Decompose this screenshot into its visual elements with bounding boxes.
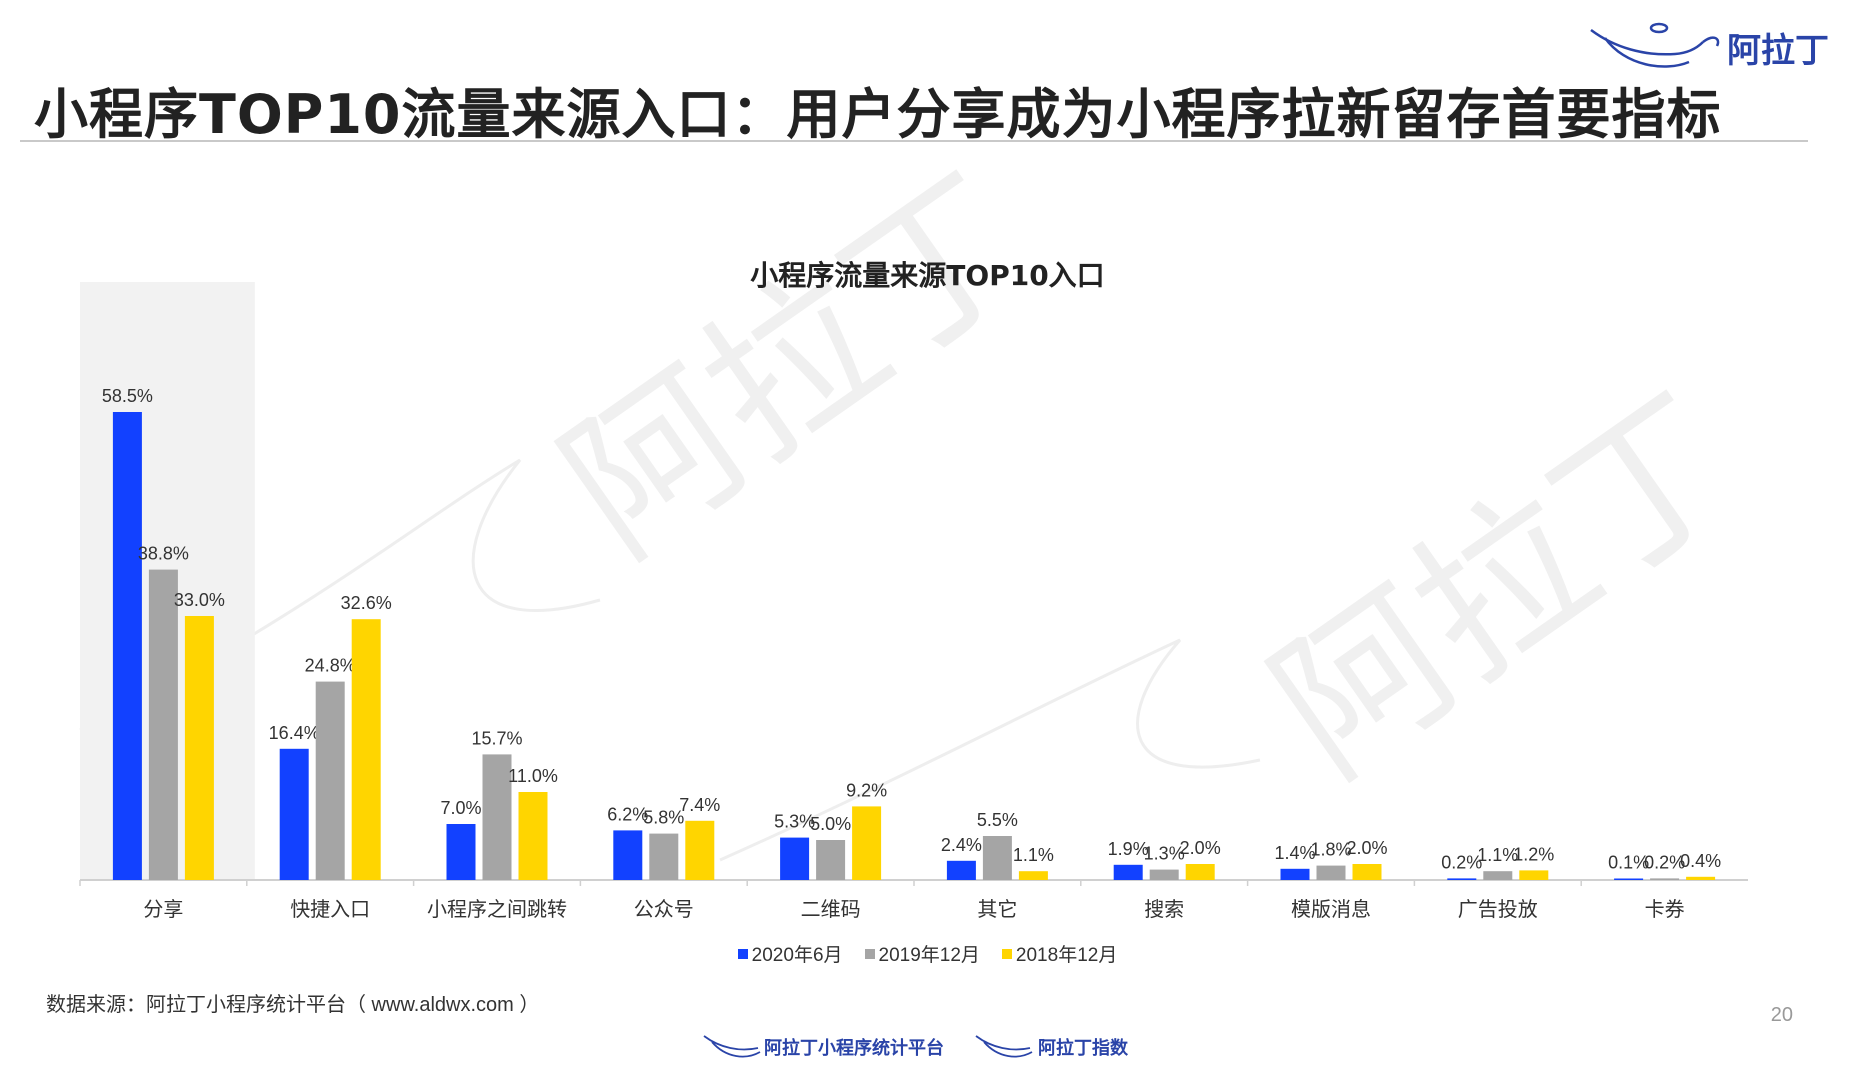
data-label: 1.1% (1477, 845, 1518, 865)
bar-series-2018-12 (184, 616, 214, 880)
bar-series-2020-06 (1280, 868, 1310, 880)
bar-series-2018-12 (685, 820, 715, 880)
data-label: 24.8% (305, 656, 356, 676)
data-label: 0.2% (1644, 852, 1685, 872)
x-tick-label: 快捷入口 (290, 897, 370, 921)
data-label: 16.4% (269, 723, 320, 743)
bar-series-2018-12 (1352, 864, 1382, 880)
legend-item: 2020年6月 (737, 940, 843, 967)
x-tick-label: 二维码 (801, 897, 861, 921)
legend-swatch (1001, 948, 1012, 959)
bar-series-2018-12 (1686, 876, 1716, 880)
bar-series-2020-06 (446, 824, 476, 880)
bar-series-2020-06 (1614, 878, 1644, 880)
data-label: 5.5% (977, 810, 1018, 830)
bar-series-2019-12 (1316, 865, 1346, 880)
page-number: 20 (1770, 1004, 1793, 1026)
data-label: 5.3% (774, 812, 815, 832)
data-label: 1.9% (1108, 839, 1149, 859)
x-tick-label: 分享 (143, 897, 183, 921)
x-tick-label: 搜索 (1144, 897, 1184, 921)
data-label: 58.5% (102, 386, 153, 406)
x-tick-label: 其它 (977, 897, 1017, 921)
data-label: 1.1% (1013, 845, 1054, 865)
bar-series-2018-12 (351, 619, 381, 880)
bar-series-2020-06 (1447, 878, 1477, 880)
data-label: 1.8% (1310, 840, 1351, 860)
bar-series-2019-12 (148, 569, 178, 880)
data-label: 0.1% (1608, 853, 1649, 873)
bar-series-2019-12 (315, 681, 345, 880)
x-tick-label: 模版消息 (1291, 897, 1371, 921)
data-source-note: 数据来源：阿拉丁小程序统计平台（ www.aldwx.com ） (46, 994, 540, 1016)
data-label: 6.2% (607, 804, 648, 824)
page-title: 小程序TOP10流量来源入口：用户分享成为小程序拉新留存首要指标 (34, 83, 1722, 146)
data-label: 0.4% (1680, 851, 1721, 871)
data-label: 1.2% (1513, 844, 1554, 864)
bar-series-2019-12 (649, 833, 679, 880)
bar-series-2019-12 (1149, 869, 1179, 880)
legend-label: 2018年12月 (1015, 945, 1118, 966)
data-label: 33.0% (174, 590, 225, 610)
bar-series-2019-12 (816, 840, 846, 880)
legend-swatch (737, 948, 748, 959)
footer-logo-right: 阿拉丁指数 (1038, 1037, 1129, 1059)
bar-series-2018-12 (852, 806, 882, 880)
bar-series-2018-12 (1185, 864, 1215, 880)
bar-series-2020-06 (946, 860, 976, 880)
bar-series-2019-12 (482, 754, 512, 880)
legend-label: 2020年6月 (751, 945, 843, 966)
footer-logos: 阿拉丁小程序统计平台 阿拉丁指数 (703, 1035, 1129, 1059)
title-divider (20, 140, 1808, 142)
bar-series-2019-12 (1483, 871, 1513, 880)
data-label: 2.0% (1180, 838, 1221, 858)
data-label: 32.6% (341, 593, 392, 613)
data-label: 2.4% (941, 835, 982, 855)
bar-series-2018-12 (1018, 871, 1048, 880)
data-label: 38.8% (138, 544, 189, 564)
bar-series-2018-12 (518, 792, 548, 880)
lamp-icon-footer-left (703, 1035, 761, 1058)
x-tick-label: 小程序之间跳转 (427, 897, 567, 921)
bar-series-2019-12 (982, 836, 1012, 880)
data-label: 1.3% (1144, 844, 1185, 864)
data-label: 15.7% (471, 728, 522, 748)
data-label: 7.0% (440, 798, 481, 818)
brand-text: 阿拉丁 (1727, 31, 1829, 71)
x-tick-label: 公众号 (634, 897, 694, 921)
chart-legend: 2020年6月 2019年12月 2018年12月 (0, 940, 1855, 967)
lamp-icon-footer-right (975, 1035, 1033, 1058)
bar-series-2020-06 (613, 830, 643, 880)
lamp-icon (1590, 22, 1720, 68)
data-label: 0.2% (1441, 852, 1482, 872)
bar-series-2020-06 (279, 748, 309, 880)
data-label: 1.4% (1274, 843, 1315, 863)
chart-title: 小程序流量来源TOP10入口 (750, 259, 1105, 292)
legend-item: 2018年12月 (1001, 940, 1118, 967)
legend-label: 2019年12月 (878, 945, 980, 966)
x-tick-label: 广告投放 (1458, 897, 1538, 921)
data-label: 11.0% (508, 766, 558, 786)
bar-series-2019-12 (1650, 878, 1680, 880)
data-label: 5.0% (810, 814, 851, 834)
data-label: 9.2% (846, 780, 887, 800)
bar-series-2020-06 (780, 837, 810, 880)
bar-series-2020-06 (112, 412, 142, 880)
brand-logo: 阿拉丁 (1590, 22, 1829, 71)
x-tick-label: 卡券 (1645, 897, 1685, 921)
data-label: 7.4% (679, 795, 720, 815)
legend-item: 2019年12月 (864, 940, 980, 967)
data-label: 2.0% (1346, 838, 1387, 858)
data-label: 5.8% (643, 808, 684, 828)
footer-logo-left: 阿拉丁小程序统计平台 (764, 1037, 944, 1059)
bar-series-2020-06 (1113, 864, 1143, 880)
bar-series-2018-12 (1519, 870, 1549, 880)
legend-swatch (864, 948, 875, 959)
